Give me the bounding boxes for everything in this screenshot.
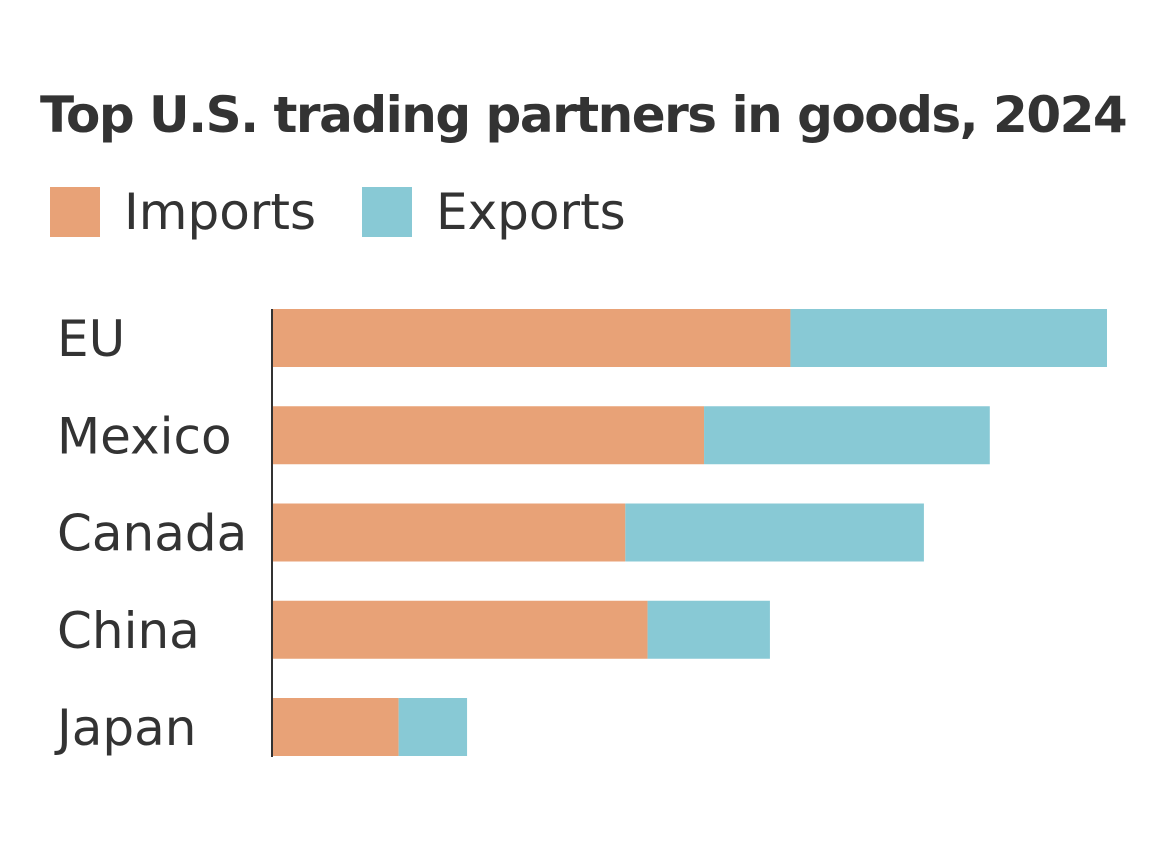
category-label-canada: Canada	[57, 505, 247, 563]
bar-imports-eu	[272, 309, 791, 367]
legend-label-imports: Imports	[124, 183, 316, 241]
chart-legend: Imports Exports	[50, 180, 672, 244]
category-label-mexico: Mexico	[57, 407, 232, 465]
bar-imports-canada	[272, 503, 626, 562]
legend-item-exports: Exports	[362, 180, 626, 244]
bar-exports-china	[647, 600, 770, 659]
bar-exports-mexico	[704, 406, 990, 465]
legend-label-exports: Exports	[436, 183, 626, 241]
category-label-japan: Japan	[54, 699, 196, 757]
category-label-china: China	[57, 602, 200, 660]
legend-swatch-exports	[362, 187, 412, 237]
chart-title: Top U.S. trading partners in goods, 2024	[40, 86, 1128, 144]
bar-exports-canada	[625, 503, 924, 562]
legend-item-imports: Imports	[50, 180, 316, 244]
bar-exports-japan	[398, 698, 468, 756]
bar-imports-mexico	[272, 406, 705, 465]
category-label-eu: EU	[57, 310, 125, 368]
bar-imports-china	[272, 600, 648, 659]
bar-imports-japan	[272, 698, 399, 756]
bar-exports-eu	[790, 309, 1107, 367]
legend-swatch-imports	[50, 187, 100, 237]
